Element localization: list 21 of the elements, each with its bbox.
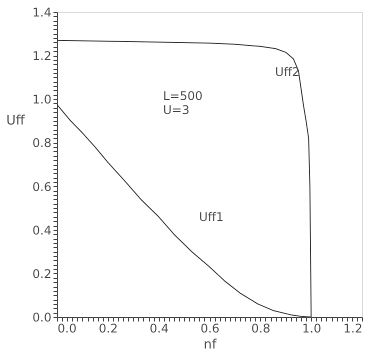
y-tick-label: 1.4: [32, 6, 52, 20]
annotation: Uff1: [199, 210, 224, 224]
y-tick-label: 0.6: [32, 180, 52, 194]
annotation: U=3: [163, 103, 190, 117]
x-tick-label: 1.0: [302, 322, 322, 336]
x-axis-title: nf: [204, 338, 217, 352]
x-tick-label: 0.2: [98, 322, 118, 336]
y-tick-label: 0.2: [32, 266, 52, 281]
y-axis-title: Uff: [6, 114, 26, 128]
y-tick-label: 0.4: [32, 223, 52, 238]
annotation: Uff2: [275, 65, 300, 79]
x-tick-label: 0.0: [58, 322, 77, 336]
x-tick-label: 1.2: [343, 322, 362, 336]
x-tick-label: 0.8: [251, 322, 270, 336]
y-tick-label: 1.2: [32, 49, 52, 64]
y-tick-label: 1.0: [32, 92, 52, 107]
x-tick-label: 0.6: [200, 322, 220, 336]
annotation: L=500: [163, 89, 203, 103]
y-tick-label: 0.0: [32, 310, 52, 324]
y-tick-label: 0.8: [32, 136, 52, 150]
x-tick-label: 0.4: [150, 322, 169, 336]
